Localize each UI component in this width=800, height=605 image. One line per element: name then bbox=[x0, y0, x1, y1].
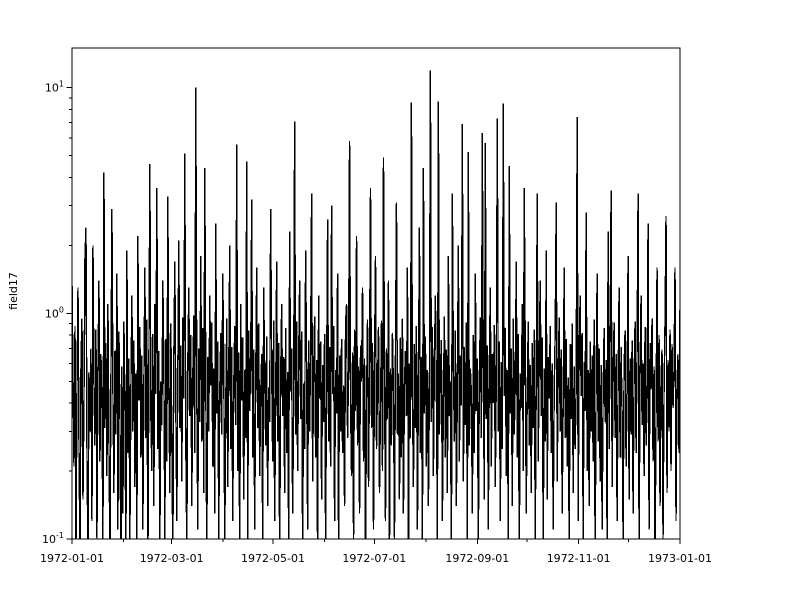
y-axis-label: field17 bbox=[7, 272, 20, 310]
plot-border bbox=[71, 47, 681, 540]
x-tick-label: 1973-01-01 bbox=[648, 552, 712, 565]
y-tick-label: 10-1 bbox=[42, 531, 64, 546]
x-tick-label: 1972-07-01 bbox=[342, 552, 406, 565]
x-tick-label: 1972-05-01 bbox=[241, 552, 305, 565]
x-tick-label: 1972-09-01 bbox=[445, 552, 509, 565]
x-tick-label: 1972-11-01 bbox=[547, 552, 611, 565]
data-series-line bbox=[72, 70, 680, 539]
y-axis: 10-1 100 101 bbox=[42, 80, 72, 546]
y-tick-label: 101 bbox=[45, 80, 64, 95]
x-tick-label: 1972-01-01 bbox=[40, 552, 104, 565]
x-axis: 1972-01-01 1972-03-01 1972-05-01 1972-07-01… bbox=[40, 539, 712, 565]
y-tick-label: 100 bbox=[45, 305, 64, 320]
x-tick-label: 1972-03-01 bbox=[140, 552, 204, 565]
